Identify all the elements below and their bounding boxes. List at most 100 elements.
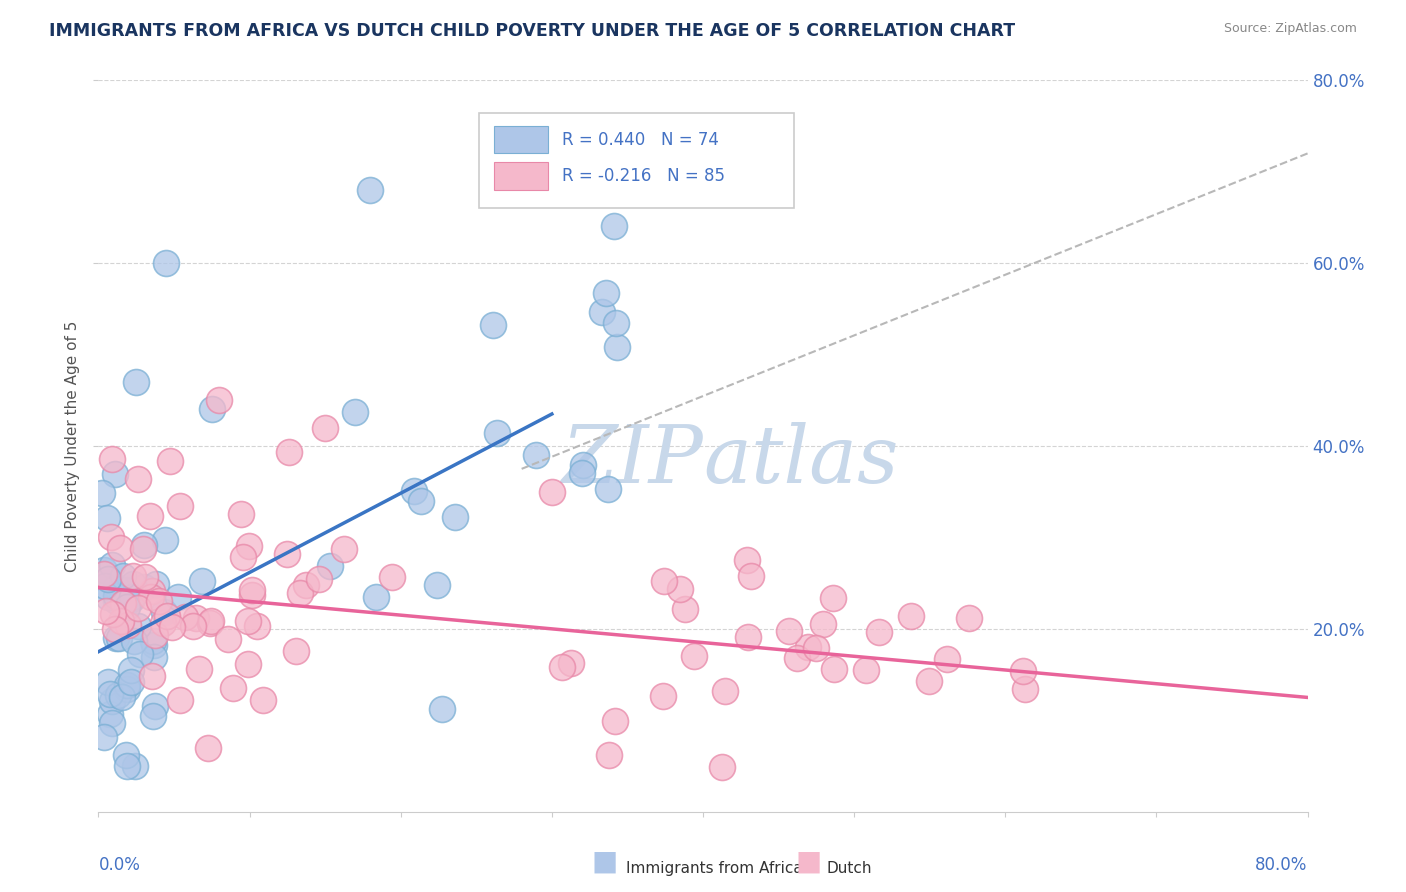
Point <box>319 558 342 573</box>
Point <box>217 632 239 647</box>
Point <box>236 657 259 671</box>
Point <box>669 582 692 596</box>
Text: ZIP: ZIP <box>561 422 703 500</box>
Point <box>121 591 143 606</box>
Point <box>714 684 737 698</box>
Point <box>426 578 449 592</box>
Point <box>868 624 890 639</box>
Point <box>115 748 138 763</box>
Point <box>132 538 155 552</box>
Point <box>104 632 127 646</box>
Point <box>115 677 138 691</box>
Point <box>343 405 366 419</box>
Text: Immigrants from Africa: Immigrants from Africa <box>626 861 803 876</box>
Text: Dutch: Dutch <box>827 861 872 876</box>
Point <box>276 547 298 561</box>
Point <box>936 651 959 665</box>
Point <box>360 183 382 197</box>
Point <box>236 614 259 628</box>
Point <box>540 484 562 499</box>
Point <box>143 627 166 641</box>
Point <box>166 590 188 604</box>
Point <box>120 675 142 690</box>
Point <box>232 549 254 564</box>
Text: IMMIGRANTS FROM AFRICA VS DUTCH CHILD POVERTY UNDER THE AGE OF 5 CORRELATION CHA: IMMIGRANTS FROM AFRICA VS DUTCH CHILD PO… <box>49 22 1015 40</box>
Point <box>277 445 299 459</box>
Point <box>121 577 143 591</box>
Point <box>97 590 120 604</box>
Point <box>855 664 877 678</box>
Point <box>132 542 155 557</box>
Point <box>314 421 336 435</box>
Point <box>169 500 191 514</box>
Point <box>125 375 148 389</box>
Point <box>141 669 163 683</box>
Point <box>115 592 138 607</box>
Point <box>430 702 453 716</box>
Point <box>104 622 127 636</box>
Point <box>208 393 231 408</box>
Point <box>145 577 167 591</box>
Point <box>101 694 124 708</box>
Point <box>98 707 121 722</box>
Point <box>101 607 124 622</box>
Point <box>811 616 834 631</box>
Text: R = -0.216   N = 85: R = -0.216 N = 85 <box>561 167 724 186</box>
Point <box>551 660 574 674</box>
Point <box>187 662 209 676</box>
Point <box>115 600 138 615</box>
Y-axis label: Child Poverty Under the Age of 5: Child Poverty Under the Age of 5 <box>65 320 80 572</box>
Point <box>142 633 165 648</box>
Point <box>127 472 149 486</box>
Point <box>104 594 127 608</box>
Point <box>100 530 122 544</box>
Point <box>127 619 149 633</box>
Point <box>443 509 465 524</box>
Point <box>246 619 269 633</box>
Point <box>117 617 139 632</box>
Point <box>115 682 138 697</box>
Point <box>201 402 224 417</box>
Point <box>160 620 183 634</box>
Point <box>142 650 165 665</box>
Point <box>107 688 129 702</box>
Point <box>117 759 139 773</box>
Point <box>152 616 174 631</box>
Point <box>735 553 758 567</box>
Point <box>111 568 134 582</box>
Point <box>96 511 118 525</box>
Point <box>740 568 762 582</box>
Point <box>606 340 628 354</box>
Point <box>159 453 181 467</box>
Point <box>186 611 208 625</box>
Point <box>595 286 617 301</box>
Point <box>93 566 115 581</box>
FancyBboxPatch shape <box>494 126 548 153</box>
FancyBboxPatch shape <box>494 162 548 190</box>
Point <box>571 466 593 480</box>
Point <box>104 580 127 594</box>
Point <box>560 657 582 671</box>
Point <box>91 486 114 500</box>
Point <box>198 615 221 630</box>
Point <box>152 605 174 619</box>
Point <box>94 603 117 617</box>
Point <box>143 698 166 713</box>
Point <box>486 425 509 440</box>
Point <box>333 542 356 557</box>
Point <box>252 693 274 707</box>
Point <box>111 596 134 610</box>
Point <box>181 618 204 632</box>
Point <box>290 586 312 600</box>
Point <box>651 689 673 703</box>
Point <box>605 317 627 331</box>
Point <box>366 591 388 605</box>
Point <box>308 572 330 586</box>
Point <box>823 662 845 676</box>
Point <box>598 748 620 763</box>
Point <box>111 690 134 705</box>
Point <box>240 588 263 602</box>
Point <box>93 563 115 577</box>
Point <box>108 596 131 610</box>
Text: Source: ZipAtlas.com: Source: ZipAtlas.com <box>1223 22 1357 36</box>
